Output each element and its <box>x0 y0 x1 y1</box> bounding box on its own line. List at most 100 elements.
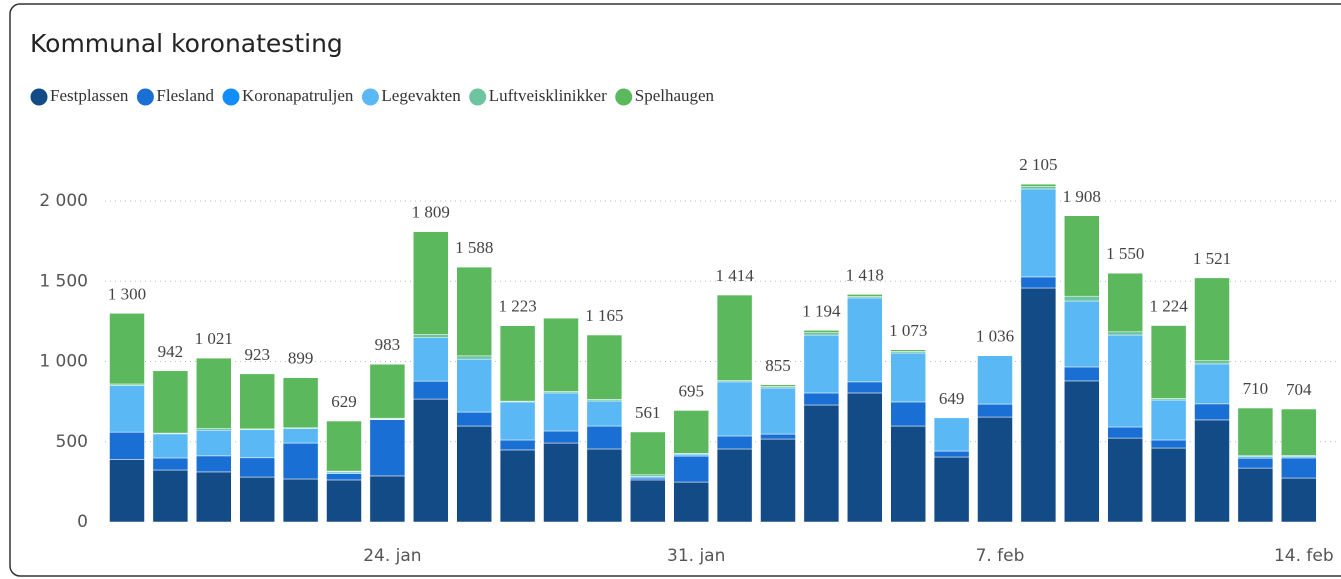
bar-segment <box>456 266 492 357</box>
bar-segment <box>977 355 1013 405</box>
bar-segment <box>1281 408 1317 456</box>
bar-segment <box>152 469 189 523</box>
legend-label: Luftveisklinikker <box>489 86 607 105</box>
bar-segment <box>456 425 492 523</box>
bar-segment <box>1194 277 1230 361</box>
bar-segment <box>196 357 232 429</box>
bar-segment <box>499 325 536 402</box>
legend-marker <box>222 88 240 106</box>
bar-segment <box>716 435 753 450</box>
bar-segment <box>890 352 926 403</box>
legend-marker <box>30 88 48 106</box>
bar-segment <box>803 330 840 333</box>
bar-segment <box>1107 331 1143 336</box>
bar-segment <box>716 381 753 437</box>
x-tick-label: 31. jan <box>667 546 725 566</box>
total-label: 1 414 <box>715 266 754 285</box>
bar-segment <box>977 416 1013 523</box>
bar-segment <box>673 410 709 454</box>
bar-segment <box>282 428 319 444</box>
total-label: 1 550 <box>1106 244 1144 263</box>
bar-segment <box>499 401 536 441</box>
bar-segment <box>456 358 492 413</box>
legend-label: Festplassen <box>50 86 129 105</box>
bar-segment <box>847 294 883 297</box>
bar-segment <box>499 449 536 523</box>
total-label: 899 <box>288 349 314 368</box>
y-tick-label: 1 500 <box>39 271 88 291</box>
bar-segment <box>847 381 883 394</box>
total-label: 1 224 <box>1149 297 1188 316</box>
bar-segment <box>1237 457 1274 469</box>
bar-segment <box>586 400 623 427</box>
total-label: 695 <box>678 381 704 400</box>
bar-segment <box>1237 467 1274 523</box>
total-label: 1 908 <box>1063 187 1101 206</box>
bar-segment <box>673 453 709 457</box>
bar-segment <box>1064 300 1100 368</box>
bar-segment <box>499 439 536 451</box>
bar-segment <box>1237 407 1274 456</box>
bar-segment <box>847 297 883 383</box>
total-label: 649 <box>939 389 965 408</box>
bar-segment <box>890 401 926 427</box>
bar-segment <box>890 349 926 352</box>
bar-segment <box>239 476 275 523</box>
bar-segment <box>933 417 970 452</box>
bar-segment <box>543 430 579 444</box>
bar-segment <box>413 231 449 335</box>
bar-segment <box>196 471 232 523</box>
total-label: 1 521 <box>1193 249 1231 268</box>
bar-segment <box>369 419 406 477</box>
x-tick-label: 14. feb <box>1274 546 1334 566</box>
bar-segment <box>413 337 449 382</box>
bar-segment <box>760 438 796 523</box>
bar-segment <box>196 455 232 473</box>
bar-segment <box>1281 477 1317 523</box>
bar-segment <box>543 317 579 392</box>
total-label: 629 <box>331 392 357 411</box>
bar-segment <box>803 332 840 336</box>
total-label: 1 223 <box>498 297 536 316</box>
bar-segment <box>1020 186 1057 190</box>
bar-segment <box>196 429 232 457</box>
bar-segment <box>369 363 406 419</box>
legend-marker <box>136 88 154 106</box>
bar-segment <box>1107 334 1143 428</box>
bar-segment <box>933 456 970 523</box>
total-label: 1 165 <box>585 306 623 325</box>
bar-segment <box>1020 188 1057 278</box>
bar-segment <box>239 457 275 478</box>
chart-title: Kommunal koronatesting <box>30 29 343 58</box>
bar-segment <box>1194 403 1230 421</box>
y-tick-label: 0 <box>77 512 88 532</box>
bar-segment <box>369 475 406 523</box>
y-tick-label: 500 <box>56 432 88 452</box>
bar-segment <box>413 334 449 338</box>
bar-segment <box>586 334 623 400</box>
bar-segment <box>1281 457 1317 479</box>
bar-segment <box>109 431 145 460</box>
total-label: 2 105 <box>1019 155 1057 174</box>
bar-segment <box>1020 287 1057 523</box>
bar-segment <box>673 481 709 523</box>
bar-segment <box>1150 399 1187 441</box>
bar-segment <box>760 387 796 435</box>
total-label: 1 021 <box>195 329 233 348</box>
bar-segment <box>109 459 145 523</box>
bar-segment <box>1194 363 1230 405</box>
legend-marker <box>361 88 379 106</box>
bar-segment <box>109 313 145 385</box>
bar-segment <box>586 425 623 450</box>
legend-marker <box>615 88 633 106</box>
total-label: 710 <box>1243 379 1269 398</box>
bar-segment <box>716 294 753 381</box>
bar-segment <box>109 385 145 433</box>
bar-segment <box>1150 447 1187 523</box>
total-label: 1 418 <box>846 265 884 284</box>
bar-segment <box>413 398 449 523</box>
bar-segment <box>716 448 753 523</box>
bar-segment <box>239 373 275 430</box>
